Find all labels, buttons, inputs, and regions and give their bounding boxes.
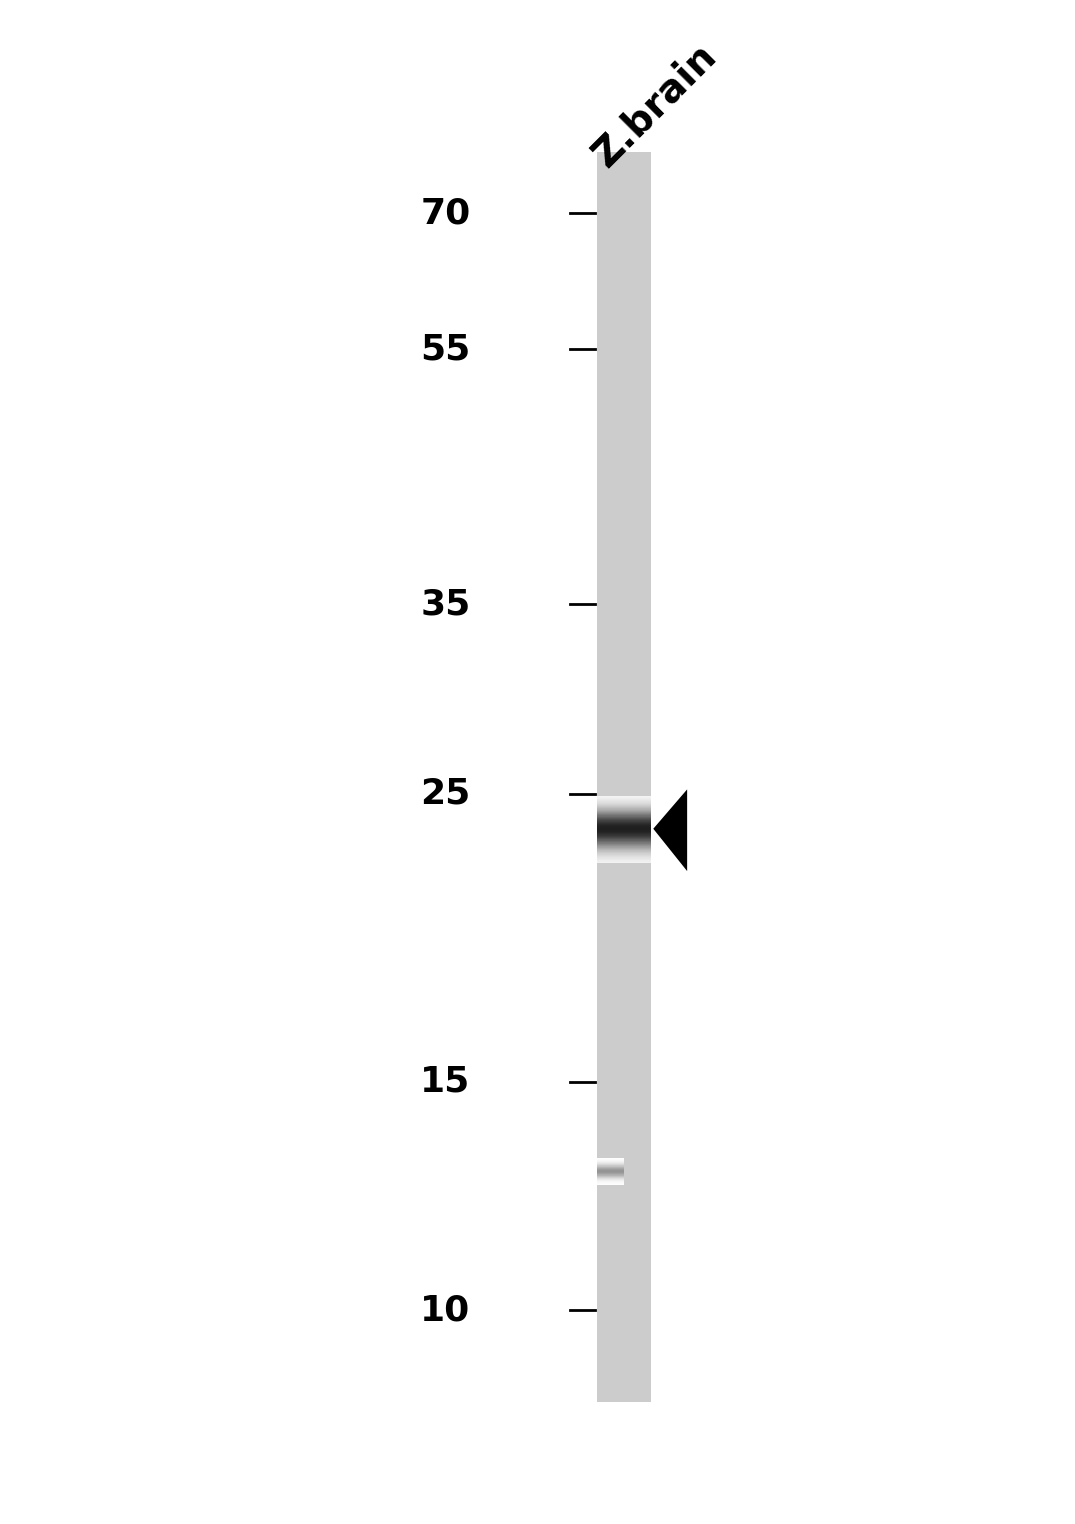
Bar: [597, 152, 651, 1402]
Text: Z.brain: Z.brain: [586, 37, 723, 175]
Text: 70: 70: [420, 197, 471, 230]
Text: 35: 35: [420, 587, 471, 622]
Polygon shape: [654, 789, 687, 872]
Text: 15: 15: [420, 1065, 471, 1099]
Text: 55: 55: [420, 332, 471, 366]
Text: 10: 10: [420, 1294, 471, 1327]
Text: 25: 25: [420, 777, 471, 811]
